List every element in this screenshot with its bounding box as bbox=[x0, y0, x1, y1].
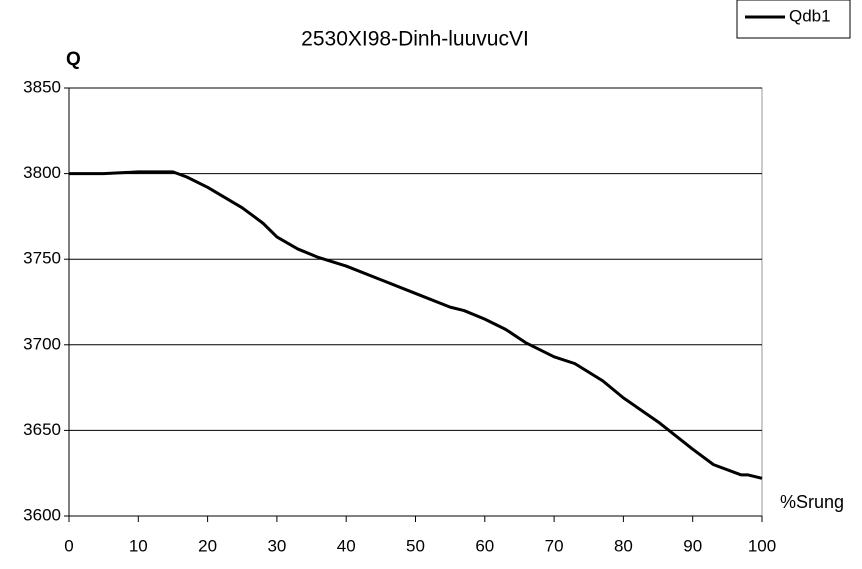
x-axis-label: %Srung bbox=[780, 492, 844, 512]
y-tick-label: 3800 bbox=[23, 163, 61, 182]
y-axis-label: Q bbox=[66, 49, 81, 70]
x-tick-label: 50 bbox=[406, 536, 425, 555]
x-tick-label: 70 bbox=[545, 536, 564, 555]
y-tick-label: 3700 bbox=[23, 334, 61, 353]
plot-area bbox=[68, 87, 763, 517]
x-tick-label: 60 bbox=[475, 536, 494, 555]
legend-label: Qdb1 bbox=[789, 6, 831, 25]
y-tick-label: 3600 bbox=[23, 505, 61, 524]
y-tick-label: 3650 bbox=[23, 420, 61, 439]
x-tick-label: 30 bbox=[267, 536, 286, 555]
x-tick-label: 90 bbox=[683, 536, 702, 555]
y-tick-label: 3750 bbox=[23, 249, 61, 268]
x-tick-label: 100 bbox=[748, 536, 776, 555]
legend-box bbox=[736, 0, 851, 39]
x-tick-label: 80 bbox=[614, 536, 633, 555]
line-series bbox=[69, 170, 763, 480]
chart-title: 2530XI98-Dinh-luuvucVI bbox=[301, 28, 529, 51]
x-tick-label: 0 bbox=[64, 536, 73, 555]
x-tick-label: 40 bbox=[337, 536, 356, 555]
x-tick-label: 10 bbox=[129, 536, 148, 555]
y-tick-label: 3850 bbox=[23, 77, 61, 96]
x-tick-label: 20 bbox=[198, 536, 217, 555]
